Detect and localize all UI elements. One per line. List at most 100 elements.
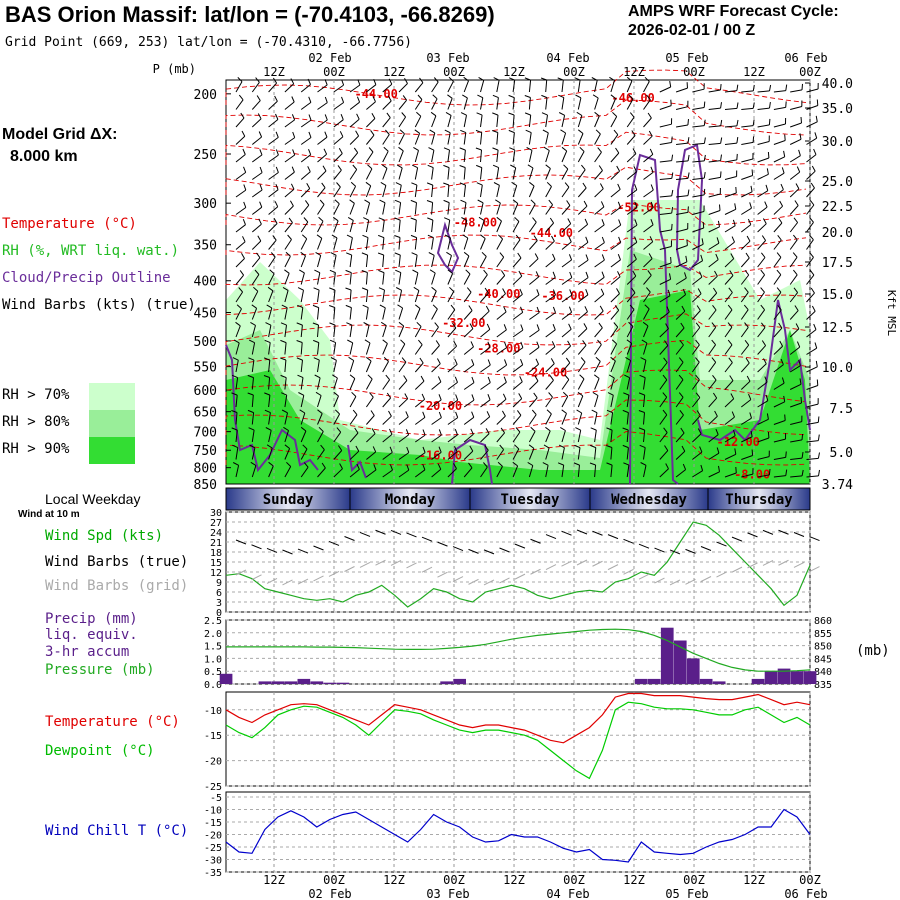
wind-barb xyxy=(773,140,786,145)
wind-barb-flag xyxy=(232,444,238,449)
wind-barb xyxy=(512,114,515,128)
wind-barb-flag xyxy=(312,304,319,309)
wind-barb-flag xyxy=(355,445,360,452)
wind-barb xyxy=(724,258,735,268)
wind-barb xyxy=(447,98,453,110)
surface-barb-grid xyxy=(561,560,572,567)
wind-barb xyxy=(268,360,271,373)
wind-barb-flag xyxy=(257,235,262,242)
wind-barb xyxy=(284,448,291,460)
precip-bar xyxy=(751,678,765,684)
wind-barb xyxy=(512,311,523,320)
wind-barb-flag xyxy=(618,219,622,226)
wind-barb-flag xyxy=(501,410,506,417)
wind-barb xyxy=(708,362,717,373)
wind-barb xyxy=(463,399,475,408)
wind-barb-flag xyxy=(330,357,337,361)
wind-barb-flag xyxy=(624,374,630,379)
wind-barb-flag xyxy=(459,165,466,168)
wind-barb-flag xyxy=(798,359,801,366)
wind-barb-flag xyxy=(728,357,733,363)
wind-barb-flag xyxy=(590,427,597,431)
wind-barb xyxy=(806,121,818,128)
wind-barb xyxy=(382,379,391,390)
wind-barb xyxy=(365,325,370,338)
wind-barb-flag xyxy=(679,409,684,416)
surface-barb-true xyxy=(576,529,588,535)
wind-barb-flag xyxy=(402,95,408,101)
wind-barb xyxy=(610,447,613,460)
wind-barb-flag xyxy=(401,112,406,118)
wind-barb-flag xyxy=(334,199,340,205)
wind-barb-flag xyxy=(257,113,262,120)
wind-barb-flag xyxy=(504,359,508,366)
wind-barb xyxy=(757,474,770,478)
wind-barb-flag xyxy=(568,254,573,261)
wind-barb-flag xyxy=(427,234,434,239)
wind-barb xyxy=(268,119,279,128)
surface-barb-grid xyxy=(266,577,278,584)
wind-barb-flag xyxy=(348,356,354,361)
wind-barb-flag xyxy=(258,131,263,138)
wind-barb xyxy=(284,377,287,390)
surface-barb-grid xyxy=(344,566,355,572)
wind-barb xyxy=(414,255,418,268)
wind-barb xyxy=(349,289,352,303)
wind-barb-flag xyxy=(395,182,402,186)
wind-barb-flag xyxy=(524,77,531,81)
wind-barb-flag xyxy=(459,147,466,151)
wind-barb xyxy=(333,203,340,215)
wind-barb-flag xyxy=(641,339,648,344)
wind-barb xyxy=(676,142,689,145)
wind-barb xyxy=(675,294,686,303)
wind-barb xyxy=(545,79,548,93)
wind-barb xyxy=(300,119,312,128)
wind-barb xyxy=(577,115,583,128)
isotherm-line xyxy=(225,264,807,286)
isotherm-line xyxy=(225,399,807,436)
wind-barb xyxy=(300,188,311,198)
wind-barb xyxy=(398,150,404,163)
wind-barb xyxy=(594,151,602,163)
wind-barb-flag xyxy=(793,217,798,223)
wind-barb-flag xyxy=(777,304,782,311)
wind-barb xyxy=(659,86,671,93)
wind-barb-flag xyxy=(520,324,524,331)
wind-barb xyxy=(268,307,273,320)
wind-barb-flag xyxy=(584,306,588,313)
wind-barb xyxy=(235,224,246,233)
wind-barb-flag xyxy=(720,119,723,126)
wind-barb-flag xyxy=(599,183,604,189)
wind-barb xyxy=(398,416,409,425)
grid-point-subtitle: Grid Point (669, 253) lat/lon = (-70.431… xyxy=(5,35,412,50)
pressure-series xyxy=(226,628,811,672)
wind-barb-flag xyxy=(585,289,589,295)
wind-barb-flag xyxy=(466,287,472,293)
wind-barb-flag xyxy=(780,358,784,365)
wind-barb-flag xyxy=(818,469,820,476)
wind-barb xyxy=(643,154,654,163)
wind-barb xyxy=(806,457,819,460)
wind-panel-ytick: 9 xyxy=(216,578,222,589)
precip-bar xyxy=(453,678,466,684)
wind-barb xyxy=(235,189,247,198)
wind-barb-flag xyxy=(671,136,673,143)
wind-barb-flag xyxy=(743,304,749,311)
wind-barb-flag xyxy=(265,427,272,431)
wind-barb-flag xyxy=(324,96,328,103)
windchill-panel-ytick: -15 xyxy=(204,818,222,829)
wind-barb-flag xyxy=(552,271,556,278)
precip-bar xyxy=(336,682,350,684)
wind-barb xyxy=(349,432,359,443)
legend-cloud: Cloud/Precip Outline xyxy=(2,270,171,286)
wind-barb xyxy=(610,465,613,478)
wind-barb-flag xyxy=(385,129,390,135)
wind-barb xyxy=(675,327,685,338)
wind-barb-flag xyxy=(231,410,238,413)
wind-barb-flag xyxy=(514,444,520,450)
pressure-tick-label: 350 xyxy=(194,239,217,254)
wind-barb xyxy=(757,90,770,93)
windchill-panel-ytick: -35 xyxy=(204,868,222,879)
wind-barb-flag xyxy=(595,129,601,135)
